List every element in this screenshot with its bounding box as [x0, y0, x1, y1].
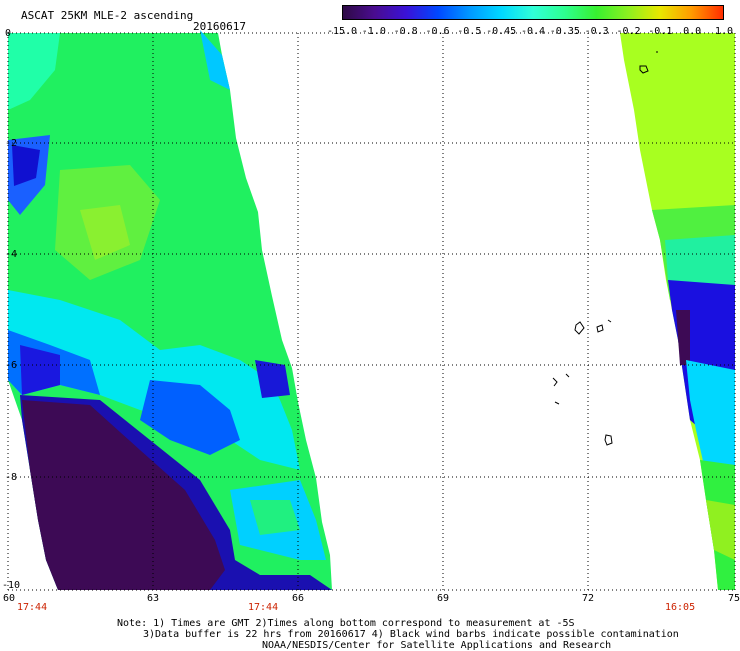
pass-time-left: 17:44: [17, 602, 48, 613]
y-tick-2: -4: [5, 249, 18, 260]
colorbar-label: -15.0: [326, 26, 358, 37]
y-tick-5: -10: [2, 580, 21, 591]
y-tick-4: -8: [5, 472, 18, 483]
colorbar-label: -0.45: [486, 26, 517, 37]
x-tick-5: 75: [728, 593, 740, 604]
right-swath: [620, 33, 735, 590]
colorbar-label: -0.4: [520, 26, 546, 37]
x-tick-1: 63: [147, 593, 160, 604]
note-line-2: 3)Data buffer is 22 hrs from 20160617 4)…: [143, 629, 679, 640]
x-tick-0: 60: [3, 593, 16, 604]
colorbar-label: -0.2: [616, 26, 641, 37]
graticule: [7, 32, 736, 591]
x-tick-2: 66: [292, 593, 305, 604]
map-title: ASCAT 25KM MLE-2 ascending: [21, 9, 194, 22]
note-line-3: NOAA/NESDIS/Center for Satellite Applica…: [262, 640, 612, 651]
colorbar-label: -1.0: [361, 26, 386, 37]
colorbar-label: -0.3: [584, 26, 609, 37]
colorbar-label: -0.5: [457, 26, 482, 37]
colorbar-label: 1.0: [714, 26, 734, 37]
pass-time-right: 16:05: [665, 602, 696, 613]
x-tick-4: 72: [582, 593, 595, 604]
colorbar-label: -0.1: [648, 26, 673, 37]
x-tick-3: 69: [437, 593, 450, 604]
y-tick-0: 0: [5, 28, 12, 39]
colorbar-label: -0.6: [425, 26, 450, 37]
map-date: 20160617: [193, 20, 246, 33]
colorbar-label: 0.0: [683, 26, 702, 37]
colorbar: [342, 5, 724, 20]
note-line-1: Note: 1) Times are GMT 2)Times along bot…: [117, 618, 575, 629]
y-tick-1: -2: [5, 138, 18, 149]
pass-time-mid: 17:44: [248, 602, 279, 613]
colorbar-label: -0.35: [549, 26, 580, 37]
left-swath: [8, 30, 332, 590]
coastlines: [552, 51, 658, 446]
y-tick-3: -6: [5, 360, 18, 371]
colorbar-label: -0.8: [393, 26, 418, 37]
